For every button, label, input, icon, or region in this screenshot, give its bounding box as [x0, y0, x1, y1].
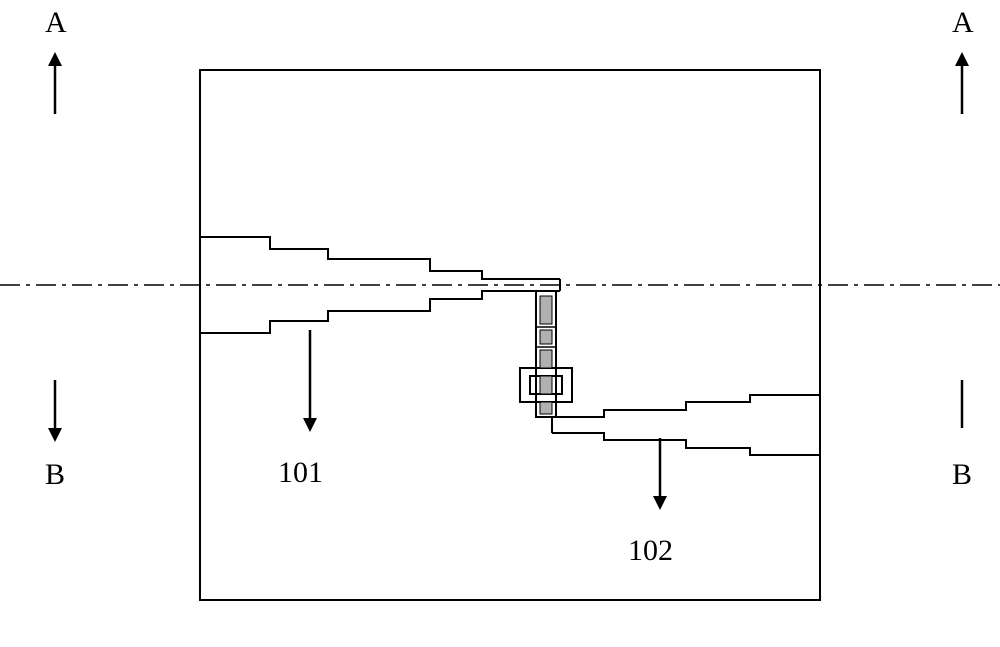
right-feature-bottom	[552, 433, 820, 455]
outer-frame	[200, 70, 820, 600]
callout-102: 102	[628, 534, 673, 568]
right-feature-top	[552, 395, 820, 417]
callout-101: 101	[278, 456, 323, 490]
section-label-B-left: B	[45, 458, 65, 492]
left-feature-top	[200, 237, 560, 279]
section-label-B-right: B	[952, 458, 972, 492]
section-label-A-right: A	[952, 6, 974, 40]
left-feature-bottom	[200, 291, 560, 333]
section-label-A-left: A	[45, 6, 67, 40]
diagram-root	[0, 0, 1000, 647]
